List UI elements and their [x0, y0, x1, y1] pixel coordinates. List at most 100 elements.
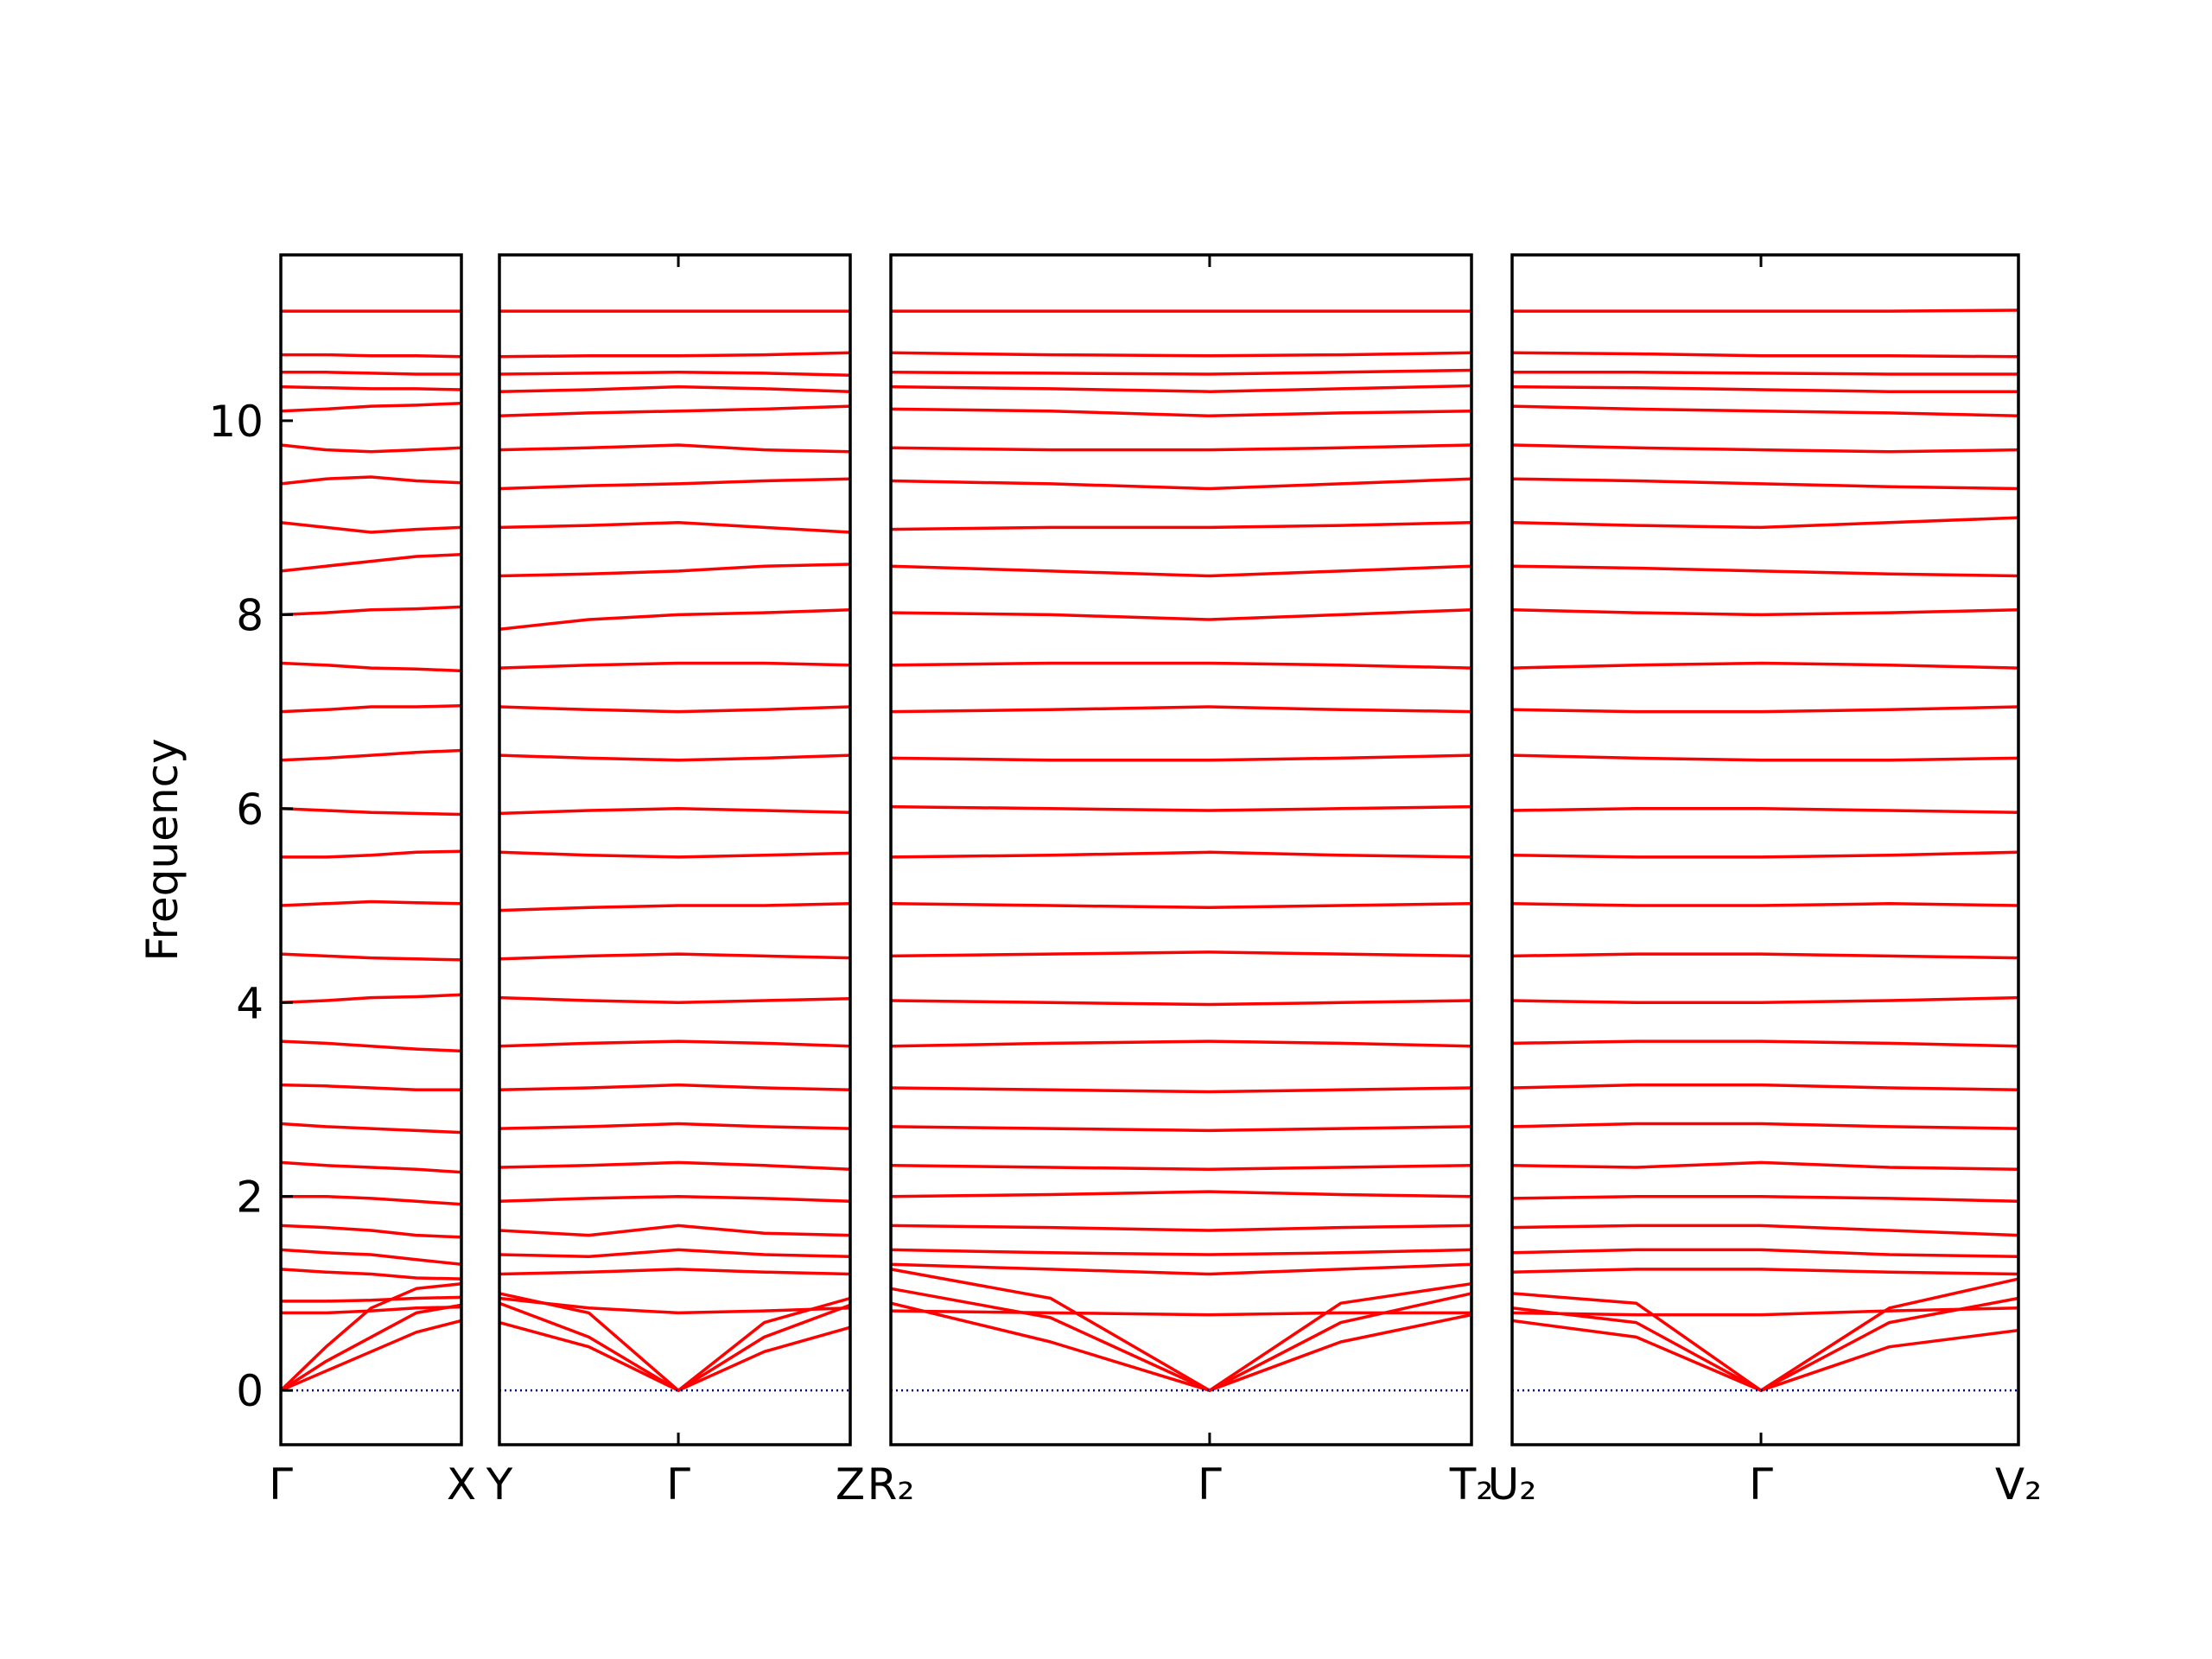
band-line: [280, 807, 462, 817]
x-tick-label: T₂: [1449, 1459, 1494, 1510]
band-line: [499, 1122, 851, 1130]
x-tick-label: Γ: [1198, 1459, 1222, 1510]
band-line: [499, 995, 851, 1005]
band-line: [890, 705, 1472, 714]
band-line: [499, 1320, 851, 1392]
band-line: [280, 1224, 462, 1239]
band-line: [499, 1296, 851, 1315]
band-line: [1512, 308, 2019, 313]
band-line: [890, 1125, 1472, 1133]
y-tick-label: 0: [236, 1366, 264, 1416]
panel-frame: [889, 253, 1473, 1446]
band-line: [280, 1039, 462, 1053]
band-line: [1511, 1277, 2019, 1392]
band-line: [280, 401, 462, 413]
band-line: [499, 1224, 851, 1237]
band-line: [890, 1190, 1472, 1198]
band-line: [1511, 607, 2019, 617]
band-line: [280, 1248, 462, 1267]
band-line: [1511, 1039, 2019, 1048]
x-tick-label: Z: [836, 1459, 865, 1510]
band-line: [281, 1305, 462, 1315]
band-line: [280, 748, 462, 762]
band-line: [281, 849, 462, 859]
band-line: [1511, 1306, 2019, 1317]
band-line: [280, 475, 462, 486]
band-line: [1511, 1268, 2019, 1276]
band-line: [1511, 995, 2019, 1005]
band-line: [499, 443, 851, 454]
band-line: [280, 952, 462, 962]
band-line: [280, 1122, 462, 1135]
band-line: [499, 1248, 851, 1259]
band-line: [280, 1268, 462, 1281]
y-tick-label: 8: [236, 590, 264, 640]
panel-frame: [279, 253, 463, 1446]
band-line: [499, 1268, 851, 1276]
panel-frame: [498, 253, 852, 1446]
band-line: [280, 1303, 462, 1392]
band-line: [890, 950, 1472, 958]
band-line: [499, 351, 851, 359]
band-line: [890, 902, 1472, 910]
band-line: [890, 1164, 1472, 1172]
band-line: [280, 704, 462, 714]
band-line: [890, 1248, 1472, 1256]
y-axis-label: Frequency: [137, 738, 188, 961]
band-line: [890, 384, 1472, 393]
band-line: [890, 850, 1472, 859]
band-line: [890, 1262, 1472, 1276]
x-tick-label: Γ: [666, 1459, 690, 1510]
band-line: [499, 952, 851, 961]
y-tick-label: 10: [208, 397, 264, 447]
band-line: [499, 607, 851, 631]
x-tick-label: X: [447, 1459, 476, 1510]
band-line: [280, 1083, 461, 1092]
band-line: [499, 705, 851, 714]
band-line: [1511, 404, 2019, 418]
band-line: [499, 753, 851, 762]
band-line: [281, 1295, 462, 1303]
x-tick-label: Γ: [269, 1459, 293, 1510]
band-line: [499, 404, 851, 418]
band-line: [1511, 1296, 2019, 1392]
band-line: [280, 605, 462, 617]
band-line: [499, 1083, 851, 1092]
band-line: [1511, 516, 2019, 530]
band-line: [1511, 807, 2019, 815]
band-line: [1511, 1194, 2019, 1204]
band-line: [890, 564, 1472, 578]
y-tick-label: 6: [236, 785, 264, 835]
band-line: [890, 999, 1472, 1007]
band-line: [280, 1160, 462, 1174]
band-line: [280, 993, 462, 1005]
band-line: [281, 1194, 462, 1206]
band-line: [890, 607, 1472, 621]
band-line: [499, 902, 851, 912]
band-line: [890, 1268, 1472, 1392]
band-line: [281, 371, 461, 376]
band-line: [499, 807, 851, 816]
band-line: [280, 1319, 462, 1392]
band-line: [1511, 1083, 2019, 1092]
panel-frame: [1510, 253, 2020, 1446]
band-line: [1511, 1248, 2019, 1259]
band-line: [499, 563, 851, 578]
band-line: [280, 661, 462, 673]
band-line: [499, 1160, 851, 1172]
band-line: [890, 520, 1472, 531]
band-line: [499, 520, 851, 534]
band-line: [1511, 1122, 2019, 1130]
band-line: [890, 477, 1472, 491]
band-line: [1511, 902, 2019, 907]
band-line: [499, 1292, 851, 1392]
band-line: [890, 351, 1472, 358]
band-line: [280, 520, 462, 534]
band-line: [1511, 753, 2019, 762]
band-line: [1512, 371, 2018, 376]
band-line: [499, 1301, 851, 1392]
band-line: [499, 1194, 851, 1204]
band-line: [499, 1039, 851, 1048]
x-tick-label: Y: [486, 1459, 513, 1510]
band-line: [280, 553, 462, 573]
